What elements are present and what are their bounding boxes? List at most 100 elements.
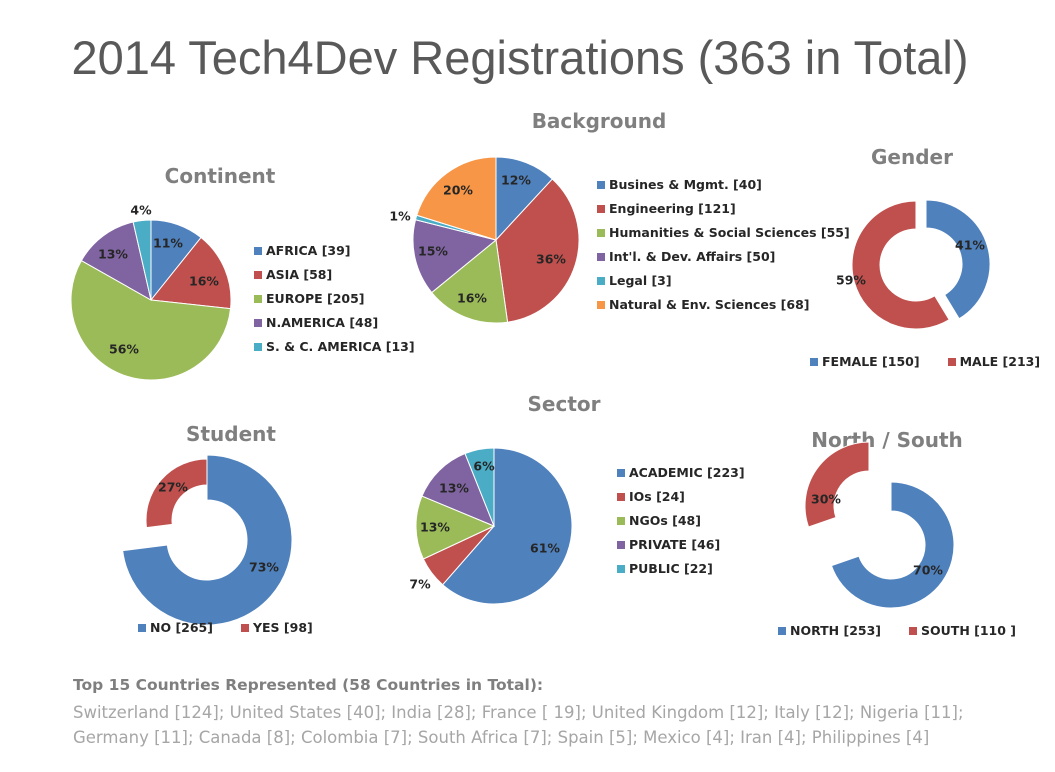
- northsouth-legend-item-south: SOUTH [110 ]: [909, 623, 1016, 638]
- legend-label: YES [98]: [252, 620, 313, 635]
- legend-label: Natural & Env. Sciences [68]: [609, 297, 810, 312]
- background-data-label-legal: 1%: [389, 209, 411, 224]
- northsouth-legend-item-north: NORTH [253]: [778, 623, 881, 638]
- legend-label: S. & C. AMERICA [13]: [266, 339, 415, 354]
- background-data-label-busines-mgmt: 12%: [501, 173, 531, 188]
- legend-label: ASIA [58]: [266, 267, 333, 282]
- legend-swatch: [597, 228, 605, 237]
- north-south-legend: NORTH [253] SOUTH [110 ]: [778, 623, 1044, 638]
- student-legend-item-no: NO [265]: [138, 620, 213, 635]
- sector-legend-item-public: PUBLIC [22]: [617, 561, 745, 576]
- legend-label: NORTH [253]: [790, 623, 882, 638]
- chart-title-sector: Sector: [527, 392, 601, 416]
- continent-legend-item-asia: ASIA [58]: [254, 267, 415, 282]
- background-data-label-engineering: 36%: [536, 252, 566, 267]
- background-data-label-int-l-dev-affairs: 15%: [418, 244, 448, 259]
- background-slice-natural-env-sciences: [416, 156, 497, 241]
- student-legend-item-yes: YES [98]: [240, 620, 313, 635]
- continent-data-label-n-america: 13%: [98, 247, 128, 262]
- legend-swatch: [617, 540, 625, 549]
- sector-pie-chart: 61% 7% 13% 13% 6%: [409, 447, 573, 605]
- sector-legend: ACADEMIC [223] IOs [24] NGOs [48] PRIVATE […: [617, 465, 745, 585]
- legend-swatch: [597, 204, 605, 213]
- gender-legend: FEMALE [150] MALE [213]: [810, 354, 1055, 369]
- legend-swatch: [947, 357, 956, 366]
- legend-label: NGOs [48]: [629, 513, 701, 528]
- student-slice-no: [122, 454, 293, 626]
- background-legend-item-busines-mgmt: Busines & Mgmt. [40]: [597, 177, 850, 192]
- sector-data-label-private: 13%: [439, 481, 469, 496]
- continent-legend-item-s-c-america: S. & C. AMERICA [13]: [254, 339, 415, 354]
- gender-data-label-female: 41%: [955, 238, 985, 253]
- gender-slice-male: [851, 200, 950, 330]
- gender-slice-female: [925, 199, 991, 320]
- legend-label: PUBLIC [22]: [629, 561, 713, 576]
- student-donut-chart: 73% 27%: [122, 454, 293, 626]
- gender-data-label-male: 59%: [836, 273, 866, 288]
- legend-label: PRIVATE [46]: [629, 537, 721, 552]
- chart-title-north-south: North / South: [811, 428, 963, 452]
- legend-swatch: [254, 270, 262, 279]
- northsouth-data-label-south: 30%: [811, 492, 841, 507]
- background-slice-busines-mgmt: [495, 156, 554, 242]
- legend-swatch: [254, 342, 262, 351]
- student-slice-yes: [145, 458, 208, 529]
- legend-swatch: [617, 468, 625, 477]
- sector-slice-ngos: [415, 495, 496, 560]
- gender-donut-chart: 41% 59%: [836, 199, 991, 330]
- legend-swatch: [254, 294, 262, 303]
- legend-swatch: [909, 626, 918, 635]
- legend-swatch: [810, 357, 818, 366]
- student-data-label-no: 73%: [249, 560, 279, 575]
- sector-data-label-public: 6%: [473, 459, 495, 474]
- chart-title-continent: Continent: [164, 164, 276, 188]
- legend-swatch: [617, 492, 625, 501]
- student-data-label-yes: 27%: [158, 480, 188, 495]
- chart-title-gender: Gender: [871, 145, 953, 169]
- background-legend-item-legal: Legal [3]: [597, 273, 850, 288]
- legend-swatch: [597, 300, 605, 309]
- footer: Top 15 Countries Represented (58 Countri…: [73, 676, 1033, 750]
- sector-slice-private: [421, 452, 495, 527]
- sector-data-label-ios: 7%: [409, 577, 431, 592]
- background-legend: Busines & Mgmt. [40] Engineering [121] Hum…: [597, 177, 850, 321]
- background-pie-chart: 12% 36% 16% 15% 1% 20%: [389, 156, 580, 324]
- gender-legend-item-male: MALE [213]: [947, 354, 1041, 369]
- continent-legend-item-africa: AFRICA [39]: [254, 243, 415, 258]
- background-slice-int-l-dev-affairs: [412, 219, 498, 294]
- legend-swatch: [254, 246, 262, 255]
- legend-label: Busines & Mgmt. [40]: [609, 177, 762, 192]
- legend-swatch: [617, 516, 625, 525]
- chart-title-background: Background: [531, 109, 667, 133]
- legend-label: MALE [213]: [959, 354, 1041, 369]
- continent-data-label-s-c-america: 4%: [130, 203, 152, 218]
- northsouth-data-label-north: 70%: [913, 563, 943, 578]
- continent-legend-item-europe: EUROPE [205]: [254, 291, 415, 306]
- background-slice-engineering: [495, 178, 580, 323]
- continent-slice-n-america: [80, 221, 152, 301]
- sector-legend-item-private: PRIVATE [46]: [617, 537, 745, 552]
- footer-heading: Top 15 Countries Represented (58 Countri…: [73, 676, 544, 694]
- continent-data-label-africa: 11%: [153, 236, 183, 251]
- continent-data-label-asia: 16%: [189, 274, 219, 289]
- sector-legend-item-academic: ACADEMIC [223]: [617, 465, 745, 480]
- northsouth-slice-south: [804, 441, 870, 528]
- student-legend: NO [265] YES [98]: [138, 620, 341, 635]
- page-title: 2014 Tech4Dev Registrations (363 in Tota…: [71, 31, 969, 84]
- legend-label: ACADEMIC [223]: [629, 465, 745, 480]
- continent-slice-europe: [70, 259, 232, 381]
- background-legend-item-engineering: Engineering [121]: [597, 201, 850, 216]
- background-legend-item-int-l-dev-affairs: Int'l. & Dev. Affairs [50]: [597, 249, 850, 264]
- legend-label: Humanities & Social Sciences [55]: [609, 225, 850, 240]
- legend-label: Engineering [121]: [609, 201, 736, 216]
- chart-title-student: Student: [186, 422, 276, 446]
- background-legend-item-natural-env-sciences: Natural & Env. Sciences [68]: [597, 297, 850, 312]
- sector-legend-item-ios: IOs [24]: [617, 489, 745, 504]
- legend-label: SOUTH [110 ]: [921, 623, 1017, 638]
- sector-data-label-ngos: 13%: [420, 520, 450, 535]
- legend-swatch: [617, 564, 625, 573]
- legend-label: EUROPE [205]: [266, 291, 365, 306]
- legend-swatch: [597, 276, 605, 285]
- legend-swatch: [597, 252, 605, 261]
- north-south-donut-chart: 70% 30%: [804, 441, 955, 609]
